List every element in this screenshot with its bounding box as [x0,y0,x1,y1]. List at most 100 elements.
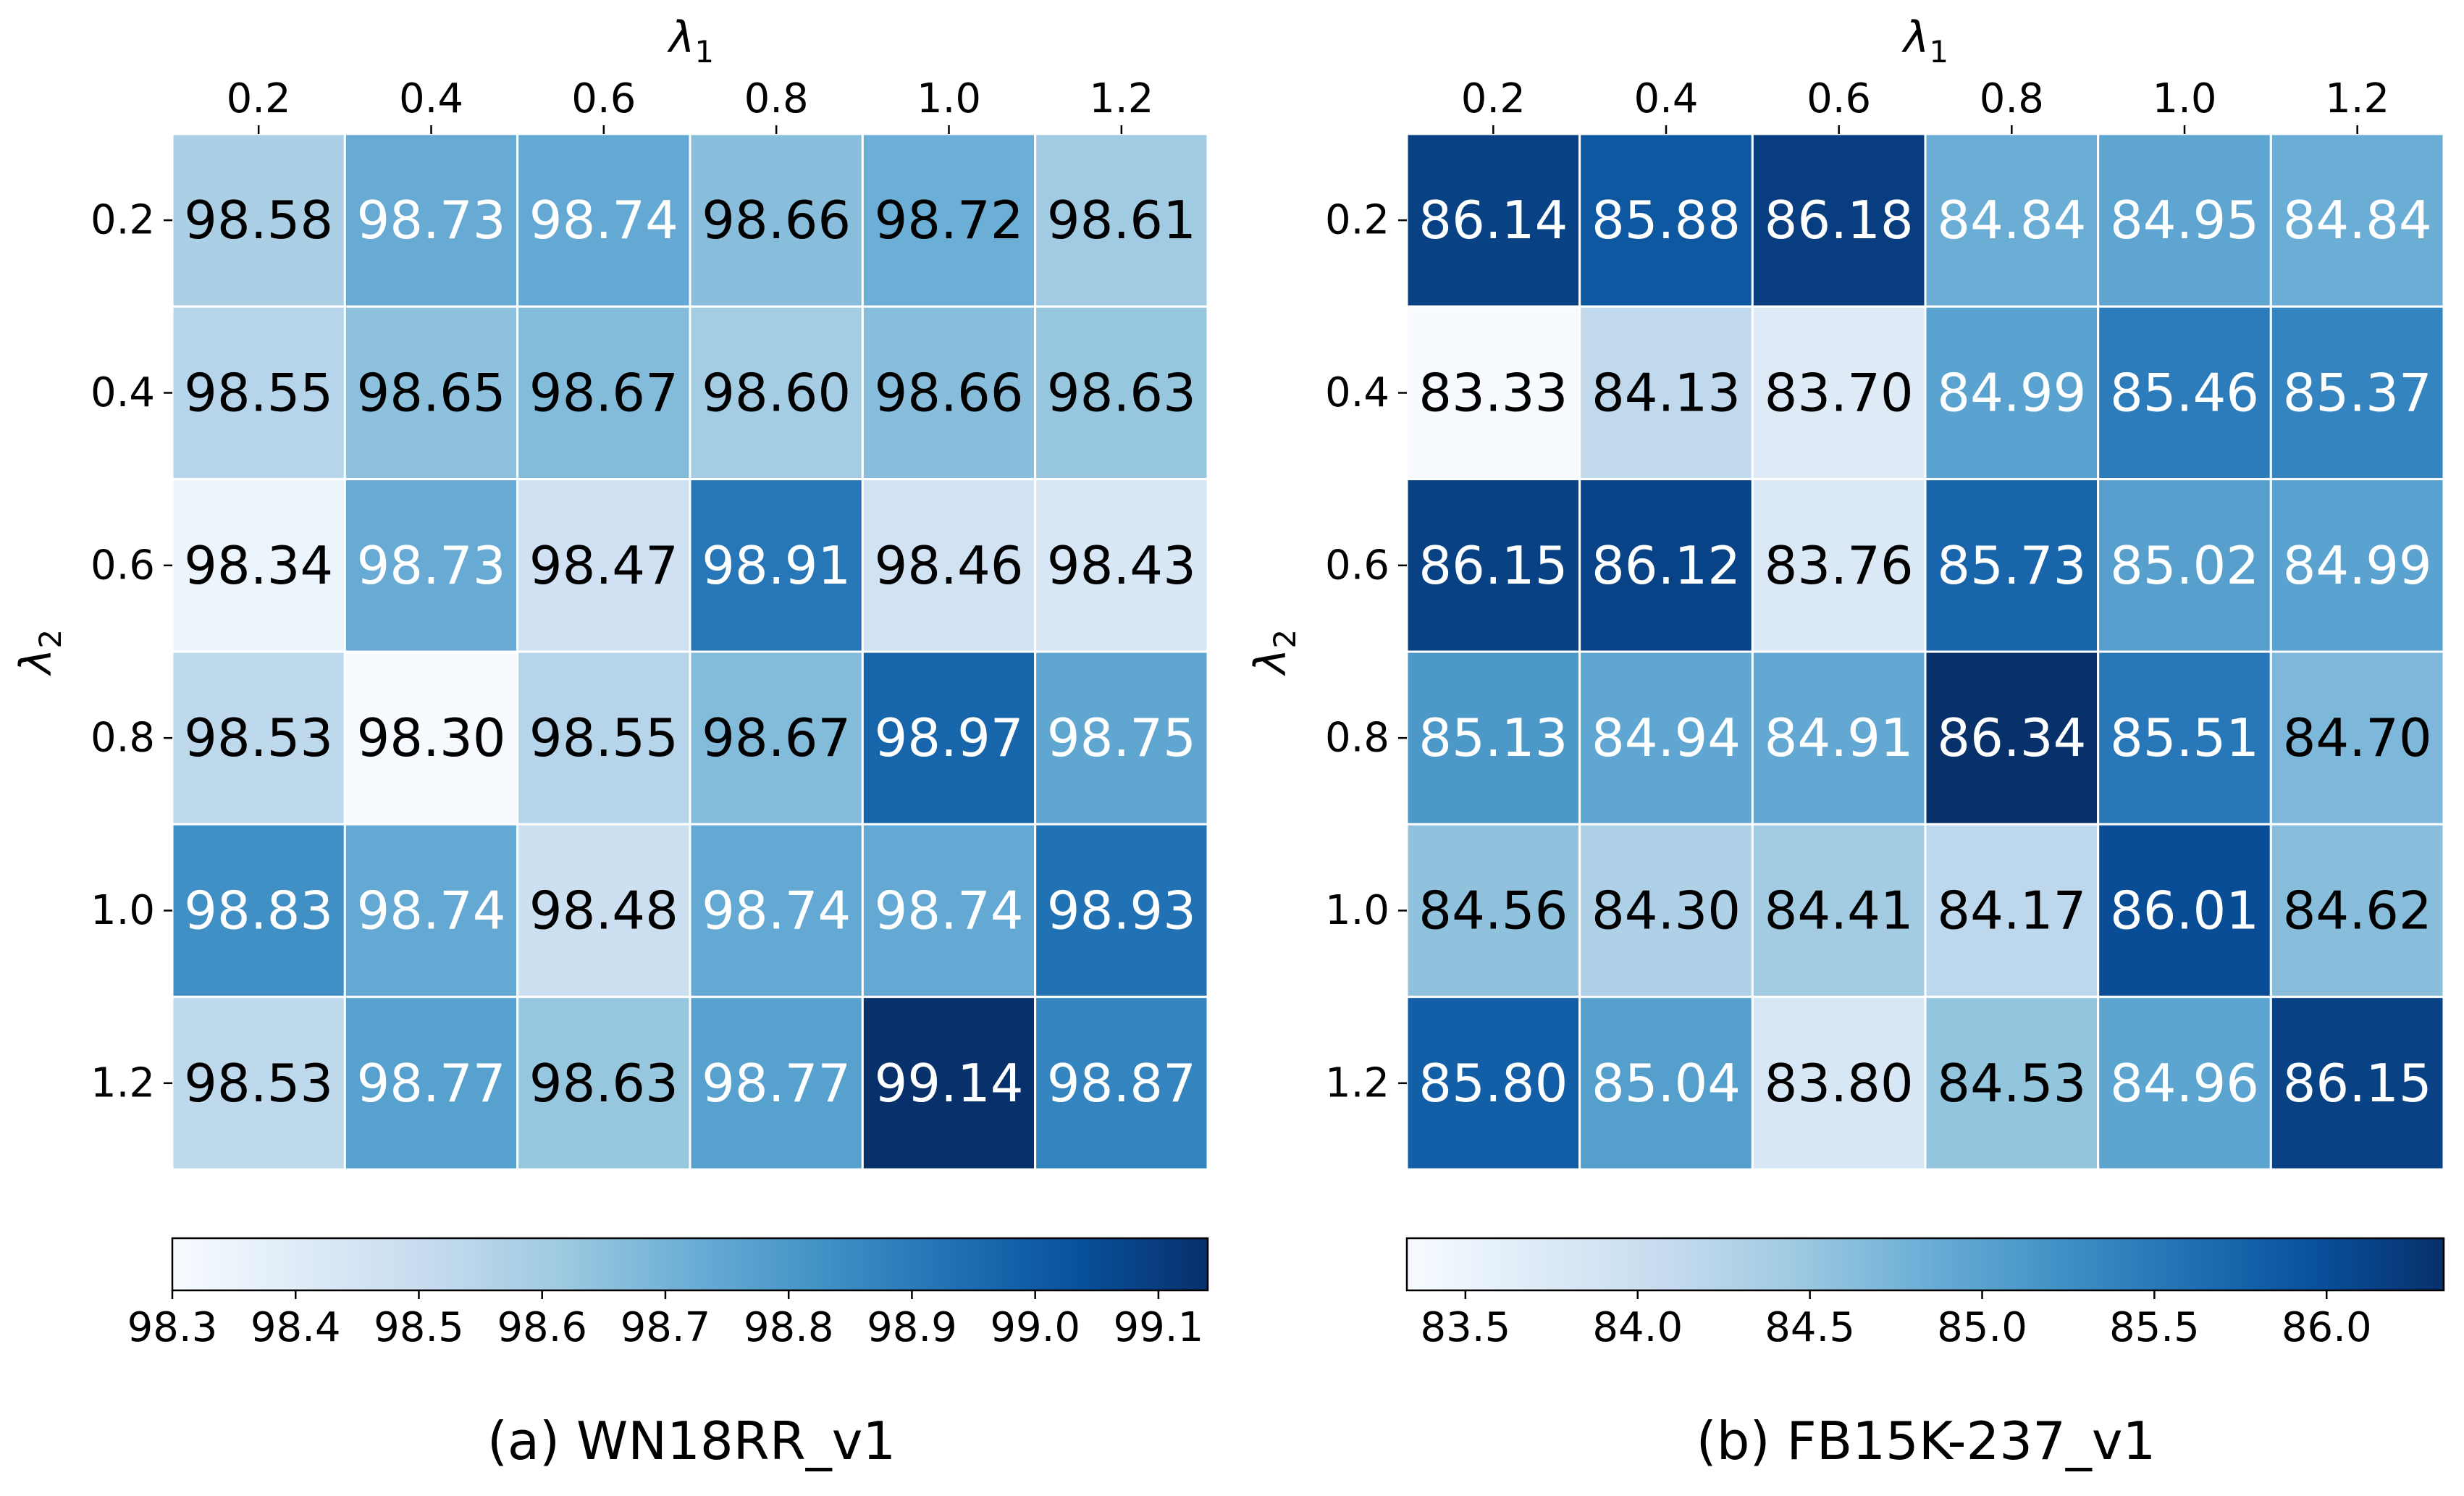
heatmap-b-cell-value: 84.30 [1591,881,1741,941]
heatmap-a-colorbar [171,1237,1209,1292]
heatmap-a-cells [171,133,1209,1171]
heatmap-b-cell [1924,823,2100,999]
heatmap-b-cell-value: 84.41 [1765,881,1914,941]
heatmap-a-cell-value: 99.14 [874,1053,1023,1114]
heatmap-b-colorbar-tick-label: 83.5 [1421,1304,1511,1351]
heatmap-b-cell [1578,478,1754,653]
heatmap-b-cell [1924,133,2100,308]
heatmap-b-cell [1751,823,1927,999]
heatmap-a-colorbar-tick-label: 98.7 [621,1304,711,1351]
heatmap-a-cell [1034,133,1209,308]
heatmap-b-cell-value: 84.91 [1765,707,1914,768]
heatmap-b-cell [2097,133,2272,308]
heatmap-a-cell-value: 98.72 [874,190,1023,251]
heatmap-b-cell [1578,823,1754,999]
heatmap-b-cell-value: 86.15 [2283,1053,2432,1114]
heatmap-b-y-tick-label: 1.0 [1325,887,1389,934]
heatmap-b-cell [1405,823,1581,999]
heatmap-b-colorbar-tick-label: 84.5 [1765,1304,1855,1351]
heatmap-a-cell-value: 98.55 [184,363,333,424]
heatmap-a-cell [171,823,346,999]
heatmap-b-cell-value: 84.99 [1937,363,2086,424]
heatmap-a-cell [689,823,864,999]
heatmap-a-cell-labels: 98.58 98.73 98.74 98.66 98.72 98.61 98.55 98.65… [184,190,1196,1114]
heatmap-a-cell-value: 98.74 [356,881,505,941]
heatmap-a-y-tick-label: 0.4 [91,369,155,416]
heatmap-b-cell-value: 84.95 [2110,190,2259,251]
heatmap-a-colorbar-tick-label: 98.5 [374,1304,464,1351]
heatmap-a-cell [689,478,864,653]
heatmap-b-x-tick-labels: 0.2 0.4 0.6 0.8 1.0 1.2 [1461,75,2389,134]
heatmap-b-x-tick-label: 0.8 [1980,75,2044,122]
heatmap-a-colorbar-tick-label: 99.1 [1114,1304,1204,1351]
heatmap-a-colorbar-tick-label: 98.3 [127,1304,218,1351]
heatmap-a-colorbar-tick-label: 98.9 [867,1304,957,1351]
heatmap-b-cell [2269,305,2445,481]
heatmap-b-cell-value: 85.37 [2283,363,2432,424]
heatmap-a-x-tick-label: 0.8 [744,75,809,122]
heatmap-a-cell [1034,305,1209,481]
heatmap-b-y-axis-label: λ2 [1245,629,1303,676]
heatmap-a-cell [689,996,864,1171]
heatmap-a-cell-value: 98.63 [1047,363,1196,424]
heatmap-b-x-axis-label: λ1 [1901,12,1948,70]
heatmap-a-cell-value: 98.61 [1047,190,1196,251]
heatmap-a-x-tick-label: 0.2 [227,75,291,122]
heatmap-b-cell [1751,133,1927,308]
heatmap-a-colorbar-tick-label: 98.4 [251,1304,341,1351]
heatmap-a-cell-value: 98.65 [356,363,505,424]
heatmap-b-cell-value: 86.12 [1591,535,1741,596]
heatmap-a-cell [343,133,519,308]
heatmap-b-x-tick-label: 0.4 [1633,75,1698,122]
heatmap-a-cell [171,996,346,1171]
heatmap-a-cell [343,305,519,481]
heatmap-a-cell [861,478,1037,653]
heatmap-b-cell-value: 86.34 [1937,707,2086,768]
heatmap-a-cell-value: 98.74 [529,190,678,251]
heatmap-b-cell-value: 83.80 [1765,1053,1914,1114]
heatmap-a-cell-value: 98.87 [1047,1053,1196,1114]
heatmap-a-y-tick-label: 1.2 [91,1059,155,1106]
heatmap-b-x-tick-label: 0.6 [1807,75,1871,122]
heatmap-b-caption: (b) FB15K-237_v1 [1696,1411,2156,1471]
heatmap-b-cell-value: 83.33 [1418,363,1568,424]
heatmap-a-cell-value: 98.34 [184,535,333,596]
heatmap-a-cell-value: 98.30 [356,707,505,768]
heatmap-b-cell-value: 83.70 [1765,363,1914,424]
heatmap-b-cell [1405,996,1581,1171]
heatmap-b-y-tick-label: 1.2 [1325,1059,1389,1106]
heatmap-a-x-axis-label: λ1 [667,12,714,70]
heatmap-b-cell-value: 84.94 [1591,707,1741,768]
heatmap-a-x-tick-label: 0.6 [571,75,636,122]
heatmap-b-cells [1405,133,2445,1171]
heatmap-a-cell [861,133,1037,308]
heatmap-b-colorbar-tick-label: 84.0 [1592,1304,1683,1351]
heatmap-a-cell-value: 98.55 [529,707,678,768]
heatmap-a-cell [171,650,346,825]
heatmap-a-cell [689,305,864,481]
heatmap-b-cell [1751,305,1927,481]
heatmap-a-cell [689,133,864,308]
heatmap-a-cell [1034,478,1209,653]
heatmap-a-cell-value: 98.93 [1047,881,1196,941]
heatmap-a-cell-value: 98.77 [702,1053,851,1114]
heatmap-b-x-tick-label: 0.2 [1461,75,1526,122]
heatmap-a-cell-value: 98.46 [874,535,1023,596]
heatmap-b-cell [1578,996,1754,1171]
heatmap-b-cell-value: 85.73 [1937,535,2086,596]
heatmap-b-y-tick-labels: 0.2 0.4 0.6 0.8 1.0 1.2 [1325,197,1407,1106]
heatmap-b-cell [2269,996,2445,1171]
heatmap-b-x-tick-label: 1.2 [2325,75,2389,122]
heatmap-a-y-tick-labels: 0.2 0.4 0.6 0.8 1.0 1.2 [91,197,172,1106]
heatmap-b-cell [1405,478,1581,653]
heatmap-a-cell-value: 98.53 [184,707,333,768]
heatmap-a-cell [516,650,691,825]
heatmap-a-cell-value: 98.66 [702,190,851,251]
heatmap-b-cell-value: 85.80 [1418,1053,1568,1114]
heatmap-a-cell-value: 98.91 [702,535,851,596]
heatmap-a-cell [689,650,864,825]
heatmap-a-cell-value: 98.48 [529,881,678,941]
heatmap-b-cell [2097,478,2272,653]
heatmap-b-cell [1924,305,2100,481]
heatmap-b-colorbar-tick-label: 86.0 [2282,1304,2372,1351]
